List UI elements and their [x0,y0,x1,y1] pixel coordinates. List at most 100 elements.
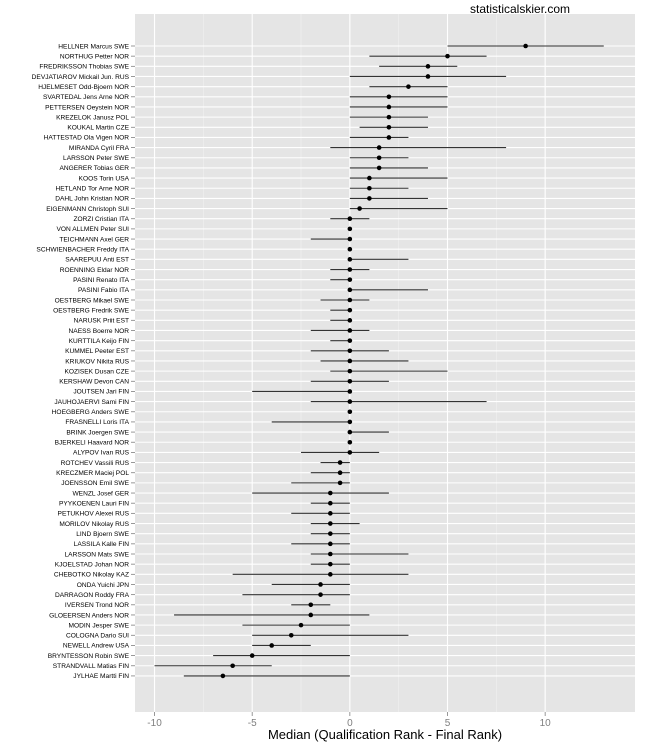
median-point [376,145,382,150]
median-point [337,480,343,486]
median-point [347,429,353,435]
y-tick-label: KUMMEL Peeter EST [65,348,129,355]
median-point [347,277,353,282]
median-point [347,257,353,262]
y-tick-label: JAUHOJAERVI Sami FIN [54,399,129,406]
y-tick-label: DARRAGON Roddy FRA [55,592,130,599]
y-tick-label: MIRANDA Cyril FRA [69,145,130,152]
median-point [347,267,353,272]
plot-panel [135,14,635,712]
median-point [347,297,353,303]
y-tick-label: TEICHMANN Axel GER [59,236,129,243]
median-point [347,246,353,252]
median-point [367,185,372,191]
median-point [445,53,450,59]
y-tick-label: PYYKOENEN Lauri FIN [59,501,129,508]
median-point [347,389,353,394]
median-point [386,135,392,140]
median-point [347,368,353,374]
y-tick-label: EIGENMANN Christoph SUI [46,206,129,213]
median-point [318,592,323,597]
median-point [425,64,431,69]
median-point [357,206,362,211]
median-point [308,602,314,608]
y-tick-label: VON ALLMEN Peter SUI [56,226,129,233]
x-axis-title: Median (Qualification Rank - Final Rank) [267,727,503,742]
median-point [308,612,314,618]
median-point [328,490,333,496]
median-point [328,500,333,506]
median-point [328,511,333,516]
median-point [220,673,226,679]
y-tick-label: CHEBOTKO Nikolay KAZ [54,572,129,579]
y-tick-label: KOOS Torin USA [79,175,130,182]
median-point [298,622,304,628]
median-point [230,663,235,669]
median-point [347,307,353,313]
y-tick-label: ANGERER Tobias GER [59,165,129,172]
y-tick-label: GLOEERSEN Anders NOR [49,612,129,619]
median-point [376,165,382,171]
y-tick-label: ROTCHEV Vassili RUS [61,460,130,467]
y-tick-label: HETLAND Tor Arne NOR [55,186,129,193]
median-point [337,460,343,465]
median-point [347,328,353,333]
median-point [347,409,353,415]
y-tick-label: OESTBERG Fredrik SWE [53,307,129,314]
y-tick-label: BJERKELI Haavard NOR [55,440,130,447]
median-point [347,358,353,364]
y-tick-label: NARUSK Priit EST [74,318,129,325]
median-point [347,419,353,425]
y-tick-label: LASSILA Kalle FIN [74,541,130,548]
x-tick-label: 5 [445,718,451,729]
y-tick-label: PETUKHOV Alexei RUS [58,511,130,518]
y-tick-label: KOUKAL Martin CZE [67,125,129,132]
y-tick-label: DEVJATIAROV Mickail Jun. RUS [32,74,130,81]
median-point [328,561,333,567]
y-tick-label: HELLNER Marcus SWE [58,43,129,50]
median-point [367,175,372,181]
x-tick-label: 0 [347,718,353,729]
y-tick-label: HATTESTAD Ola Vigen NOR [44,135,130,142]
y-tick-label: KURTTILA Keijo FIN [69,338,130,345]
y-tick-label: SCHWIENBACHER Freddy ITA [36,247,129,254]
median-point [328,572,333,577]
median-point [386,104,392,110]
y-tick-label: JOUTSEN Jari FIN [73,389,129,396]
x-tick-label: -10 [147,718,162,729]
median-point [347,287,353,293]
y-tick-label: SVARTEDAL Jens Arne NOR [43,94,129,101]
y-tick-label: PETTERSEN Oeystein NOR [45,104,129,111]
median-point [347,378,353,384]
y-tick-label: ALYPOV Ivan RUS [73,450,130,457]
y-tick-label: KJOELSTAD Johan NOR [55,561,130,568]
median-point [328,541,333,547]
median-point [376,155,382,161]
median-point [328,521,333,526]
median-point [288,632,294,638]
median-point [269,643,275,648]
y-axis-labels: HELLNER Marcus SWE NORTHUG Petter NOR FRED… [32,43,130,680]
median-point [523,43,528,49]
y-tick-label: ZORZI Cristian ITA [73,216,129,223]
y-tick-label: ONDA Yuichi JPN [77,582,130,589]
y-tick-label: JYLHAE Martti FIN [73,673,129,680]
median-points [220,43,528,679]
median-point [406,84,411,89]
y-tick-label: FREDRIKSSON Thobias SWE [39,64,129,71]
x-axis-ticks [154,712,546,716]
y-tick-label: WENZL Josef GER [72,490,129,497]
median-point [347,450,353,455]
y-tick-label: PASINI Fabio ITA [78,287,130,294]
y-tick-label: IVERSEN Trond NOR [65,602,129,609]
median-point [425,74,431,79]
y-tick-label: LARSSON Mats SWE [65,551,130,558]
y-tick-label: BRYNTESSON Robin SWE [48,653,130,660]
median-point [328,531,333,536]
median-point [386,94,392,100]
y-tick-label: FRASNELLI Loris ITA [65,419,129,426]
median-point [386,124,392,130]
median-point [347,399,353,404]
y-tick-label: KRIUKOV Nikita RUS [65,358,129,365]
